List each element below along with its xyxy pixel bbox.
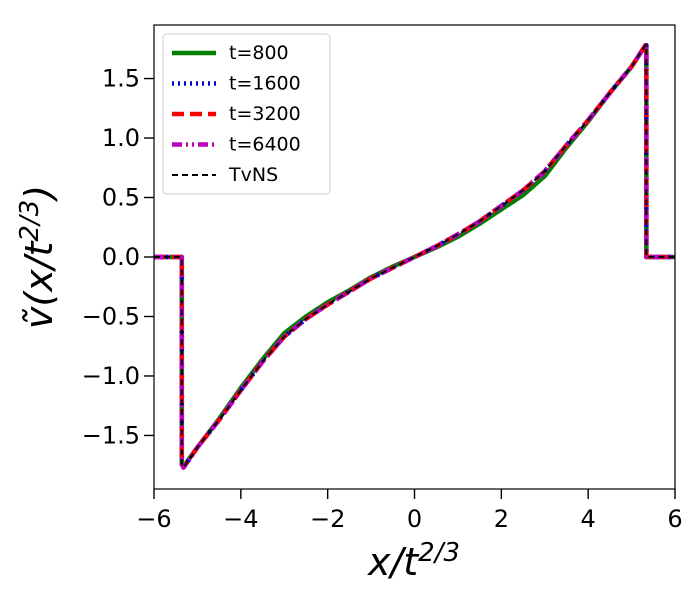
legend: t=800 t=1600 t=3200 t=6400 TvNS bbox=[162, 33, 331, 195]
y-axis: −1.5 −1.0 −0.5 0.0 0.5 1.0 1.5 bbox=[82, 65, 154, 449]
y-tick-label-0: −1.5 bbox=[82, 421, 140, 449]
x-tick-label-3: 0 bbox=[407, 505, 422, 533]
x-tick-label-6: 6 bbox=[667, 505, 682, 533]
y-tick-label-4: 0.5 bbox=[102, 184, 140, 212]
x-axis: −6 −4 −2 0 2 4 6 bbox=[136, 489, 683, 533]
y-tick-label-5: 1.0 bbox=[102, 124, 140, 152]
y-tick-label-2: −0.5 bbox=[82, 302, 140, 330]
y-tick-label-1: −1.0 bbox=[82, 362, 140, 390]
legend-label-0: t=800 bbox=[229, 42, 289, 64]
series-line-3 bbox=[154, 42, 675, 470]
x-tick-label-1: −4 bbox=[223, 505, 258, 533]
legend-label-3: t=6400 bbox=[229, 134, 301, 156]
y-tick-label-3: 0.0 bbox=[102, 243, 140, 271]
legend-label-1: t=1600 bbox=[229, 73, 301, 95]
y-axis-label: ṽ(x/t2/3) bbox=[15, 185, 61, 329]
plot-area bbox=[154, 42, 675, 470]
x-tick-label-0: −6 bbox=[136, 505, 171, 533]
x-tick-label-4: 2 bbox=[494, 505, 509, 533]
x-tick-label-2: −2 bbox=[310, 505, 345, 533]
legend-box bbox=[162, 33, 331, 195]
x-axis-label: x/t2/3 bbox=[367, 538, 460, 584]
legend-label-2: t=3200 bbox=[229, 103, 301, 125]
x-tick-label-5: 4 bbox=[581, 505, 596, 533]
y-tick-label-6: 1.5 bbox=[102, 65, 140, 93]
legend-label-4: TvNS bbox=[228, 164, 278, 186]
